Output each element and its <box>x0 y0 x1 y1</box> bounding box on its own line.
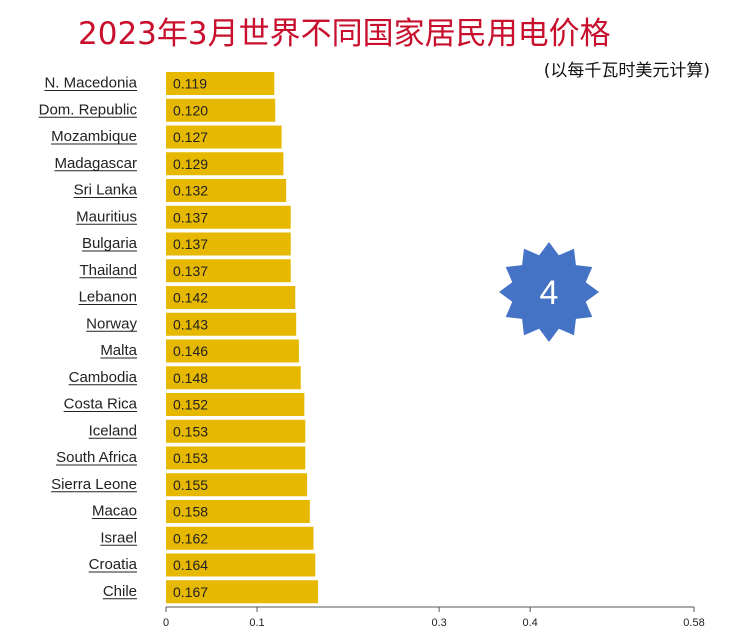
category-label: Thailand <box>79 262 137 279</box>
bar <box>166 526 314 550</box>
bar <box>166 500 310 523</box>
value-label: 0.153 <box>173 423 208 439</box>
bars-group: N. Macedonia 0.119 Dom. Republic 0.120 Mozam… <box>38 72 319 604</box>
bar <box>166 419 306 443</box>
value-label: 0.146 <box>173 343 208 359</box>
category-label: N. Macedonia <box>44 75 137 92</box>
chart-subtitle: (以每千瓦时美元计算) <box>543 61 710 81</box>
bar <box>166 152 284 176</box>
category-label: Norway <box>86 315 137 332</box>
category-label: Dom. Republic <box>39 101 138 118</box>
badge-number: 4 <box>540 274 559 312</box>
value-label: 0.120 <box>173 102 208 118</box>
bar <box>166 393 305 416</box>
category-label: Mozambique <box>51 128 137 145</box>
category-label: Chile <box>103 583 137 600</box>
bar <box>166 312 297 336</box>
bar <box>166 125 282 149</box>
value-label: 0.153 <box>173 450 208 466</box>
x-tick-label: 0 <box>163 617 169 629</box>
value-label: 0.137 <box>173 236 208 252</box>
bar <box>166 179 287 202</box>
category-label: South Africa <box>56 449 138 466</box>
value-label: 0.162 <box>173 530 208 546</box>
category-label: Croatia <box>89 556 138 573</box>
value-label: 0.119 <box>173 76 207 92</box>
x-tick-label: 0.58 <box>683 617 704 629</box>
value-label: 0.143 <box>173 316 208 332</box>
category-label: Sierra Leone <box>51 476 137 493</box>
value-label: 0.142 <box>173 290 208 306</box>
value-label: 0.148 <box>173 370 208 386</box>
bar <box>166 580 319 604</box>
category-label: Cambodia <box>69 369 138 386</box>
bar <box>166 72 275 95</box>
value-label: 0.129 <box>173 156 208 172</box>
category-label: Sri Lanka <box>74 182 138 199</box>
bar <box>166 205 291 229</box>
chart-title: 2023年3月世界不同国家居民用电价格 <box>78 16 611 52</box>
value-label: 0.127 <box>173 129 208 145</box>
category-label: Costa Rica <box>64 396 138 413</box>
value-label: 0.152 <box>173 397 208 413</box>
x-tick-label: 0.4 <box>522 617 537 629</box>
bar <box>166 286 296 309</box>
bar <box>166 339 299 363</box>
category-label: Mauritius <box>76 208 137 225</box>
bar <box>166 98 276 122</box>
x-axis: 0 0.1 0.3 0.4 0.58 <box>163 606 705 629</box>
value-label: 0.164 <box>173 557 208 573</box>
x-tick-label: 0.3 <box>431 617 446 629</box>
bar <box>166 446 306 470</box>
starburst-shape <box>499 242 599 342</box>
value-label: 0.137 <box>173 209 208 225</box>
category-label: Madagascar <box>54 155 137 172</box>
value-label: 0.155 <box>173 477 208 493</box>
category-label: Iceland <box>89 422 137 439</box>
bar <box>166 259 291 283</box>
category-label: Malta <box>100 342 137 359</box>
number-badge: 4 <box>499 242 599 342</box>
value-label: 0.137 <box>173 263 208 279</box>
bar <box>166 232 291 256</box>
bar <box>166 553 316 577</box>
category-label: Macao <box>92 503 137 520</box>
category-label: Lebanon <box>79 289 137 306</box>
category-label: Bulgaria <box>82 235 138 252</box>
bar <box>166 366 301 390</box>
value-label: 0.158 <box>173 504 208 520</box>
category-label: Israel <box>100 529 137 546</box>
x-tick-label: 0.1 <box>249 617 264 629</box>
bar <box>166 473 308 497</box>
value-label: 0.167 <box>173 584 208 600</box>
value-label: 0.132 <box>173 183 208 199</box>
